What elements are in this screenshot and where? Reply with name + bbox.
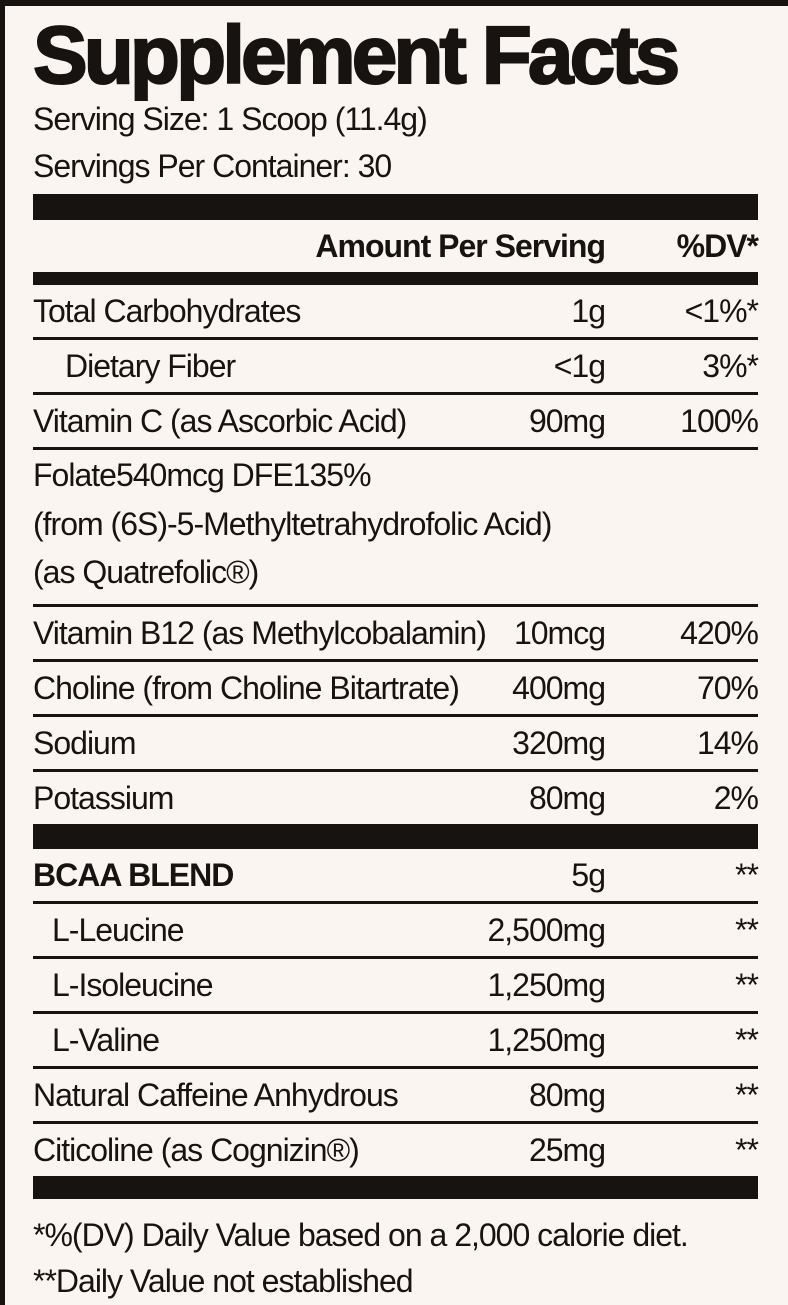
row-dv: ** <box>735 1021 759 1058</box>
row-name: Sodium <box>33 724 136 761</box>
row-amount: 25mg <box>528 1131 606 1168</box>
row-amount: 80mg <box>528 1076 606 1113</box>
folate-main-line: Folate 540mcg DFE 135% <box>33 450 758 500</box>
row-name: Vitamin B12 (as Methylcobalamin) <box>33 614 487 651</box>
row-amount: 320mg <box>512 724 606 761</box>
row-dv: 2% <box>713 779 759 816</box>
table-row-dietary-fiber: Dietary Fiber <1g 3%* <box>33 340 759 396</box>
row-dv: 135% <box>292 456 372 493</box>
row-amount: 1,250mg <box>487 1021 606 1058</box>
table-row-citicoline: Citicoline (as Cognizin®) 25mg ** <box>33 1124 759 1176</box>
row-name: Citicoline (as Cognizin®) <box>33 1131 360 1168</box>
serving-size: Serving Size: 1 Scoop (11.4g) <box>33 101 428 138</box>
table-row-l-isoleucine: L-Isoleucine 1,250mg ** <box>33 959 759 1015</box>
thick-divider-bottom <box>33 1176 758 1200</box>
table-row-folate: Folate 540mcg DFE 135% (from (6S)-5-Meth… <box>33 450 758 608</box>
footnotes: *%(DV) Daily Value based on a 2,000 calo… <box>33 1213 758 1304</box>
row-name: Choline (from Choline Bitartrate) <box>33 669 460 706</box>
row-dv: ** <box>735 1076 759 1113</box>
table-row-bcaa-blend: BCAA BLEND 5g ** <box>33 849 759 905</box>
row-amount: 80mg <box>528 779 606 816</box>
row-dv: ** <box>735 1131 759 1168</box>
header-amount-per-serving: Amount Per Serving <box>315 227 606 264</box>
row-amount: 1,250mg <box>487 966 606 1003</box>
row-name: Potassium <box>33 779 174 816</box>
row-dv: ** <box>735 966 759 1003</box>
row-name: L-Valine <box>52 1021 160 1058</box>
table-row-total-carbohydrates: Total Carbohydrates 1g <1%* <box>33 285 759 341</box>
row-dv: ** <box>735 911 759 948</box>
footnote-daily-value: *%(DV) Daily Value based on a 2,000 calo… <box>33 1217 689 1254</box>
table-row-sodium: Sodium 320mg 14% <box>33 717 759 773</box>
table-row-l-leucine: L-Leucine 2,500mg ** <box>33 904 759 960</box>
folate-source-line: (from (6S)-5-Methyltetrahydrofolic Acid) <box>33 506 552 543</box>
row-amount: 2,500mg <box>487 911 606 948</box>
row-name: Natural Caffeine Anhydrous <box>33 1076 399 1113</box>
row-dv: <1%* <box>684 292 759 329</box>
label-content: Supplement Facts Serving Size: 1 Scoop (… <box>5 10 788 1305</box>
row-name: L-Leucine <box>52 911 185 948</box>
row-amount: 90mg <box>528 402 606 439</box>
row-amount: 10mcg <box>513 614 606 651</box>
row-amount: 1g <box>571 292 606 329</box>
table-header-row: Amount Per Serving %DV* <box>33 220 759 272</box>
row-dv: 70% <box>696 669 759 706</box>
table-row-vitamin-b12: Vitamin B12 (as Methylcobalamin) 10mcg 4… <box>33 607 759 663</box>
row-name: L-Isoleucine <box>52 966 214 1003</box>
table-row-vitamin-c: Vitamin C (as Ascorbic Acid) 90mg 100% <box>33 395 759 451</box>
table-row-choline: Choline (from Choline Bitartrate) 400mg … <box>33 662 759 718</box>
row-dv: 420% <box>680 614 759 651</box>
row-amount: 5g <box>571 856 606 893</box>
thick-divider-top <box>33 194 758 221</box>
table-row-natural-caffeine: Natural Caffeine Anhydrous 80mg ** <box>33 1069 759 1125</box>
medium-divider-under-header <box>33 272 758 286</box>
folate-brand-line: (as Quatrefolic®) <box>33 554 259 591</box>
row-name: Dietary Fiber <box>65 347 236 384</box>
row-amount: 400mg <box>512 669 606 706</box>
row-name: Folate <box>33 456 117 493</box>
row-dv: 14% <box>696 724 759 761</box>
header-percent-dv: %DV* <box>676 227 759 264</box>
row-dv: 100% <box>680 402 759 439</box>
row-name: Total Carbohydrates <box>33 292 301 329</box>
row-dv: ** <box>735 856 759 893</box>
footnote-not-established: **Daily Value not established <box>33 1262 414 1299</box>
row-amount: 540mcg DFE <box>115 456 294 493</box>
row-dv: 3%* <box>702 347 759 384</box>
thick-divider-bcaa <box>33 824 758 850</box>
table-row-l-valine: L-Valine 1,250mg ** <box>33 1014 759 1070</box>
label-title: Supplement Facts <box>32 10 681 101</box>
row-name: Vitamin C (as Ascorbic Acid) <box>33 402 407 439</box>
table-row-potassium: Potassium 80mg 2% <box>33 772 759 824</box>
row-name: BCAA BLEND <box>33 856 234 893</box>
servings-per-container: Servings Per Container: 30 <box>33 147 392 184</box>
row-amount: <1g <box>553 347 606 384</box>
